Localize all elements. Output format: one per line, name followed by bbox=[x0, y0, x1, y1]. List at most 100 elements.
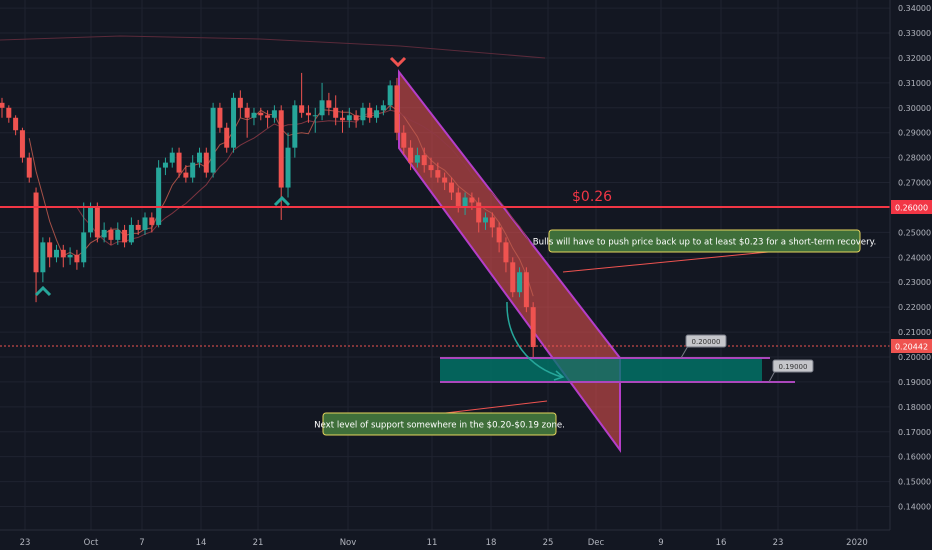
time-tick-label: 16 bbox=[716, 538, 727, 548]
resistance-label: $0.26 bbox=[572, 189, 612, 205]
candle-up bbox=[462, 197, 468, 208]
candle-down bbox=[183, 172, 189, 178]
candle-down bbox=[394, 85, 400, 133]
projection-arrow bbox=[506, 301, 563, 378]
candle-up bbox=[88, 207, 94, 233]
price-tick-label: 0.21000 bbox=[898, 328, 931, 337]
price-tick-label: 0.32000 bbox=[898, 54, 931, 63]
candle-up bbox=[292, 105, 298, 148]
time-tick-label: 23 bbox=[20, 538, 31, 548]
signal-arrow-down-icon bbox=[389, 56, 407, 68]
candle-up bbox=[162, 162, 168, 168]
price-tick-label: 0.19000 bbox=[898, 378, 931, 387]
time-axis[interactable]: 23 Oct 7 14 21 Nov 11 18 25 Dec 9 16 23 2020 bbox=[0, 529, 890, 548]
support-callout-text: Next level of support somewhere in the $… bbox=[314, 421, 565, 431]
candle-down bbox=[244, 107, 250, 118]
candle-up bbox=[312, 115, 318, 117]
signal-arrow-up-icon bbox=[34, 285, 52, 297]
price-tick-label: 0.29000 bbox=[898, 129, 931, 138]
candle-down bbox=[60, 249, 66, 258]
candle-down bbox=[265, 115, 271, 118]
candle-down bbox=[94, 207, 100, 238]
candle-down bbox=[135, 224, 141, 230]
price-tick-label: 0.17000 bbox=[898, 428, 931, 437]
candle-up bbox=[53, 249, 59, 258]
candle-down bbox=[6, 107, 12, 118]
support-callout[interactable]: Next level of support somewhere in the $… bbox=[314, 412, 565, 436]
candle-up bbox=[67, 254, 73, 258]
price-tick-label: 0.24000 bbox=[898, 253, 931, 262]
candle-down bbox=[326, 100, 332, 108]
candle-down bbox=[496, 227, 502, 243]
candle-down bbox=[333, 107, 339, 118]
signal-arrow-up-icon bbox=[273, 195, 291, 207]
candle-down bbox=[217, 107, 223, 128]
current-price-badge: 0.20442 bbox=[895, 343, 928, 352]
time-tick-label: 9 bbox=[658, 538, 663, 548]
candle-up bbox=[231, 97, 237, 148]
price-tick-label: 0.27000 bbox=[898, 179, 931, 188]
time-tick-label: 14 bbox=[196, 538, 207, 548]
candle-down bbox=[47, 242, 53, 258]
candle-down bbox=[523, 272, 529, 308]
candle-up bbox=[414, 155, 420, 163]
support-top-tag-label: 0.20000 bbox=[692, 338, 721, 346]
candle-down bbox=[0, 102, 5, 108]
candle-down bbox=[108, 229, 114, 240]
candle-up bbox=[374, 110, 380, 118]
candle-down bbox=[421, 155, 427, 166]
price-tick-label: 0.28000 bbox=[898, 154, 931, 163]
candle-down bbox=[469, 197, 475, 203]
candle-up bbox=[40, 242, 46, 273]
candle-up bbox=[81, 232, 87, 263]
candle-down bbox=[408, 147, 414, 163]
price-tick-label: 0.23000 bbox=[898, 278, 931, 287]
candle-down bbox=[258, 112, 264, 116]
bulls-callout[interactable]: Bulls will have to push price back up to… bbox=[533, 229, 876, 253]
support-bottom-tag-label: 0.19000 bbox=[779, 363, 808, 371]
bulls-callout-text: Bulls will have to push price back up to… bbox=[533, 238, 876, 248]
candle-down bbox=[19, 130, 25, 158]
support-top-tag[interactable]: 0.20000 bbox=[680, 334, 727, 359]
candle-down bbox=[176, 152, 182, 173]
support-bottom-tag[interactable]: 0.19000 bbox=[768, 359, 814, 383]
resistance-price-badge: 0.26000 bbox=[895, 204, 928, 213]
candle-up bbox=[210, 107, 216, 173]
price-axis[interactable]: 0.34000 0.33000 0.32000 0.31000 0.30000 0.290… bbox=[889, 0, 931, 530]
candle-down bbox=[448, 182, 454, 193]
time-tick-label: Nov bbox=[340, 538, 357, 548]
candle-down bbox=[278, 110, 284, 188]
candle-down bbox=[305, 112, 311, 116]
price-tick-label: 0.25000 bbox=[898, 228, 931, 237]
candle-down bbox=[476, 202, 482, 223]
time-tick-label: 11 bbox=[427, 538, 438, 548]
time-tick-label: 25 bbox=[543, 538, 554, 548]
time-tick-label: 21 bbox=[253, 538, 264, 548]
candle-up bbox=[142, 217, 148, 230]
time-tick-label: Dec bbox=[588, 538, 605, 548]
candle-down bbox=[435, 170, 441, 178]
price-tick-label: 0.31000 bbox=[898, 79, 931, 88]
ma-slow-line bbox=[76, 109, 534, 251]
time-tick-label: 2020 bbox=[846, 538, 868, 548]
price-tick-label: 0.15000 bbox=[898, 478, 931, 487]
candle-down bbox=[530, 307, 536, 348]
candle-down bbox=[401, 132, 407, 148]
price-tick-label: 0.16000 bbox=[898, 453, 931, 462]
candle-up bbox=[115, 229, 121, 240]
candle-down bbox=[26, 157, 32, 178]
candle-up bbox=[346, 115, 352, 121]
price-tick-label: 0.30000 bbox=[898, 104, 931, 113]
candle-up bbox=[380, 105, 386, 111]
candle-down bbox=[299, 105, 305, 113]
candle-up bbox=[517, 272, 523, 293]
candle-down bbox=[367, 107, 373, 118]
price-tick-label: 0.14000 bbox=[898, 503, 931, 512]
grid-lines bbox=[0, 0, 890, 530]
candle-up bbox=[128, 224, 134, 243]
support-zone[interactable] bbox=[440, 358, 762, 382]
candle-down bbox=[33, 192, 39, 273]
price-badges: 0.26000 0.20442 bbox=[891, 200, 932, 353]
time-tick-label: 23 bbox=[773, 538, 784, 548]
